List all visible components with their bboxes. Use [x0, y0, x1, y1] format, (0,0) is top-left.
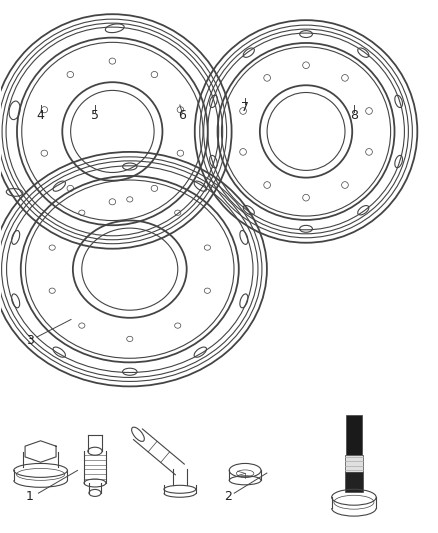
Text: 4: 4 — [37, 109, 45, 122]
Bar — [346, 415, 362, 455]
Text: 8: 8 — [350, 109, 358, 122]
Bar — [345, 455, 363, 472]
Text: 2: 2 — [224, 490, 232, 503]
Text: 1: 1 — [26, 490, 34, 503]
Text: 3: 3 — [26, 334, 34, 347]
Text: 7: 7 — [241, 101, 249, 114]
Text: 5: 5 — [91, 109, 99, 122]
Bar — [345, 472, 363, 492]
Text: 6: 6 — [178, 109, 186, 122]
